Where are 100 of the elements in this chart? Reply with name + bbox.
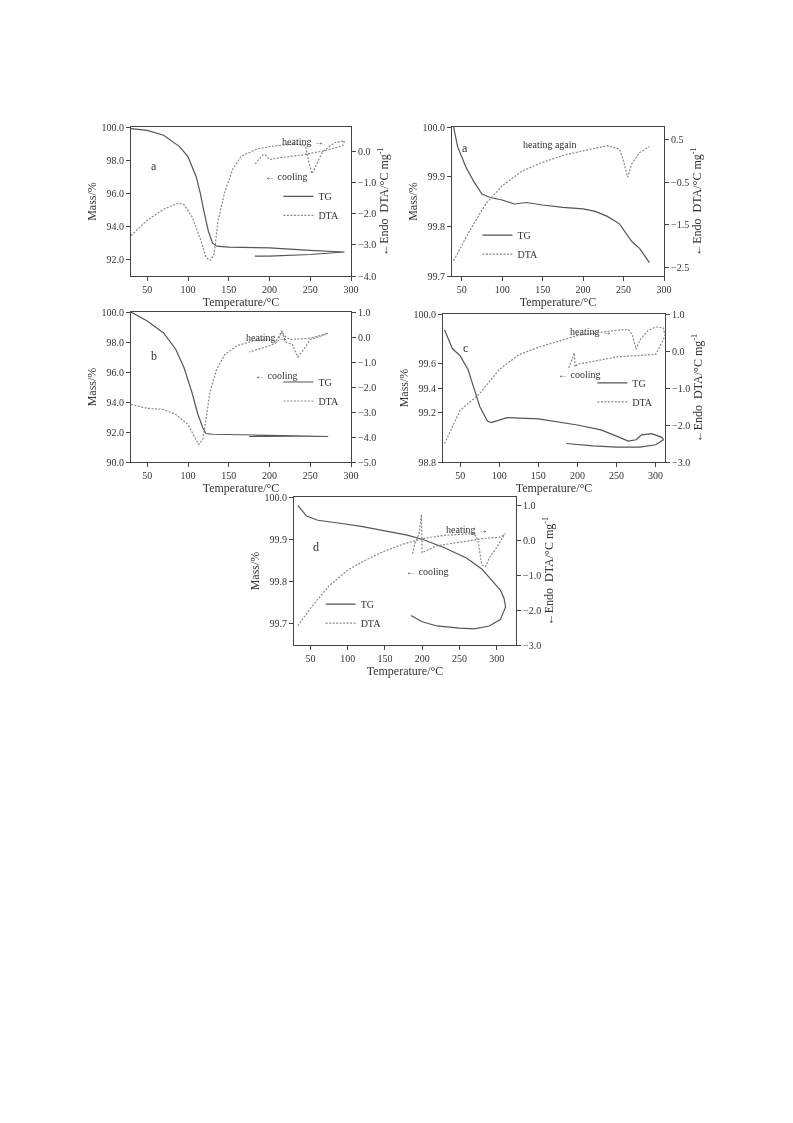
annotation: ← cooling	[265, 171, 308, 182]
y2-tick-label: −3.0	[523, 639, 542, 651]
x-tick-label: 50	[455, 470, 466, 481]
x-tick-label: 200	[262, 470, 278, 481]
x-tick-label: 250	[302, 284, 318, 295]
y2-tick-label: −2.0	[358, 208, 377, 220]
y2-tick-label: 0.0	[672, 345, 685, 357]
annotation: heating →	[282, 136, 324, 147]
y2-tick-label: 0.5	[671, 134, 684, 146]
annotation: a	[151, 159, 157, 173]
y-tick-label: 99.7	[427, 270, 445, 282]
annotation: d	[313, 540, 319, 554]
x-tick-label: 50	[142, 284, 153, 295]
y-axis-title: Mass/%	[84, 367, 99, 407]
legend-label: DTA	[318, 210, 339, 222]
x-tick-label: 100	[494, 284, 510, 295]
y2-tick-label: −4.0	[358, 270, 377, 282]
y-axis-title: Mass/%	[84, 182, 99, 221]
x-tick-label: 100	[180, 284, 196, 295]
annotation: heating →	[570, 326, 612, 337]
x-tick-label: 150	[221, 470, 237, 481]
y2-tick-label: −2.0	[358, 381, 377, 393]
legend-label: DTA	[318, 395, 339, 407]
legend-label: DTA	[517, 248, 538, 260]
y-tick-label: 100.0	[413, 308, 436, 320]
legend-label: TG	[632, 377, 646, 389]
x-tick-label: 100	[491, 470, 507, 481]
y2-tick-label: −3.0	[672, 456, 691, 468]
y2-tick-label: 0.0	[358, 146, 371, 158]
y2-tick-label: 0.0	[523, 535, 536, 547]
x-tick-label: 200	[262, 284, 278, 295]
y2-tick-label: −1.0	[523, 569, 542, 581]
y-tick-label: 100.0	[101, 306, 124, 318]
y2-tick-label: −1.0	[672, 382, 691, 394]
x-tick-label: 250	[451, 653, 467, 664]
y2-tick-label: −3.0	[358, 406, 377, 418]
y-tick-label: 96.0	[106, 366, 124, 378]
y-tick-label: 100.0	[101, 121, 124, 133]
y2-tick-label: 1.0	[672, 308, 685, 320]
y-axis-title: Mass/%	[247, 551, 262, 591]
x-tick-label: 300	[343, 470, 359, 481]
y-tick-label: 99.4	[418, 382, 436, 394]
y-tick-label: 96.0	[106, 187, 124, 199]
legend-label: DTA	[360, 618, 382, 629]
y-axis-title: Mass/%	[405, 182, 420, 221]
y-tick-label: 90.0	[106, 456, 124, 468]
x-tick-label: 200	[575, 284, 591, 295]
y2-tick-label: −2.5	[671, 261, 690, 273]
y-tick-label: 92.0	[106, 253, 124, 265]
x-tick-label: 100	[180, 470, 196, 481]
annotation: ← cooling	[558, 369, 601, 380]
y-tick-label: 99.7	[269, 618, 287, 630]
y-tick-label: 99.2	[418, 407, 436, 419]
y2-tick-label: 0.0	[358, 331, 371, 343]
legend-label: TG	[517, 229, 531, 241]
legend-label: TG	[318, 191, 332, 203]
y-axis-title: Mass/%	[396, 368, 411, 408]
x-tick-label: 50	[305, 653, 316, 664]
x-tick-label: 150	[535, 284, 551, 295]
y2-tick-label: −2.0	[523, 604, 542, 616]
y2-tick-label: −0.5	[671, 176, 690, 188]
legend-label: TG	[318, 376, 332, 388]
x-tick-label: 300	[489, 653, 505, 664]
x-axis-title: Temperature/°C	[366, 664, 444, 678]
y-tick-label: 98.8	[418, 456, 436, 468]
x-tick-label: 100	[340, 653, 356, 664]
annotation: heating →	[446, 524, 488, 535]
x-tick-label: 300	[648, 470, 664, 481]
y-tick-label: 100.0	[422, 121, 445, 133]
annotation: heating again	[523, 139, 577, 150]
y2-tick-label: −3.0	[358, 239, 377, 251]
y-tick-label: 94.0	[106, 220, 124, 232]
x-axis-title: Temperature/°C	[202, 295, 280, 309]
y2-tick-label: −5.0	[358, 456, 377, 468]
annotation: ← cooling	[255, 370, 298, 381]
annotation: ← cooling	[406, 566, 449, 577]
y2-tick-label: −1.0	[358, 356, 377, 368]
x-tick-label: 300	[343, 284, 359, 295]
y-tick-label: 99.9	[427, 171, 445, 183]
x-axis-title: Temperature/°C	[515, 481, 593, 495]
y-tick-label: 98.0	[106, 154, 124, 166]
x-tick-label: 250	[616, 284, 632, 295]
legend-label: TG	[360, 599, 374, 610]
x-tick-label: 200	[569, 470, 585, 481]
y-tick-label: 99.8	[427, 220, 445, 232]
annotation: c	[463, 341, 469, 355]
y-tick-label: 94.0	[106, 396, 124, 408]
y2-tick-label: 1.0	[358, 306, 371, 318]
x-axis-title: Temperature/°C	[519, 295, 597, 309]
y-tick-label: 92.0	[106, 426, 124, 438]
y2-tick-label: −1.0	[358, 177, 377, 189]
x-tick-label: 50	[456, 284, 467, 295]
x-tick-label: 50	[142, 470, 153, 481]
y2-tick-label: −4.0	[358, 431, 377, 443]
y2-tick-label: 1.0	[523, 500, 536, 512]
y2-tick-label: −2.0	[672, 419, 691, 431]
annotation: b	[151, 349, 157, 363]
y-tick-label: 98.0	[106, 336, 124, 348]
x-tick-label: 300	[656, 284, 672, 295]
x-tick-label: 150	[530, 470, 546, 481]
